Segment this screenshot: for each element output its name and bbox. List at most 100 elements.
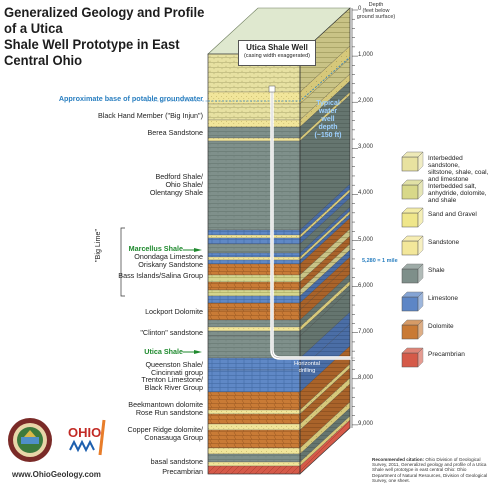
layer-front-shale [207, 243, 301, 254]
layer-front-lime [207, 229, 301, 236]
depth-header-3: ground surface) [356, 14, 396, 20]
typical-line-3: well [321, 116, 335, 123]
citation-bold: Recommended citation: [372, 457, 425, 462]
legend-label: Sandstone [428, 239, 460, 246]
layer-front-shale [207, 319, 301, 328]
typical-line-4: depth [318, 124, 338, 131]
legend [401, 151, 424, 368]
formation-bedford-3: Olentangy Shale [149, 188, 203, 197]
legend-swatch [401, 352, 419, 368]
well-note: (casing width exaggerated) [243, 53, 311, 59]
layer-front-dolo [207, 263, 301, 276]
layer-front-sand [207, 326, 301, 332]
citation: Recommended citation: Ohio Division of G… [372, 457, 490, 483]
layer-front-lime [207, 259, 301, 265]
layer-front-salt [207, 274, 301, 283]
ohio-rocks-logo: OHIO [68, 419, 106, 456]
layer-front-shale [207, 140, 301, 231]
title-line-2: Shale Well Prototype in East Central Ohi… [4, 36, 180, 68]
layer-front-dolo [207, 429, 301, 449]
formation-queenston-2: Cincinnati group [151, 368, 203, 377]
layer-front-salt [207, 289, 301, 297]
formation-lockport: Lockport Dolomite [145, 307, 203, 316]
formation-beekmantown-2: Rose Run sandstone [135, 408, 203, 417]
legend-swatch [401, 156, 419, 172]
depth-tick-label: 2,000 [358, 98, 374, 105]
typical-water-well-depth: Typical water well depth (~150 ft) [311, 100, 345, 140]
formation-copper-ridge-2: Conasauga Group [144, 433, 203, 442]
layer-front-dolo [207, 391, 301, 411]
layer-front-sand [207, 137, 301, 142]
formation-bass-islands: Bass Islands/Salina Group [118, 271, 203, 280]
layer-front-lime [207, 237, 301, 245]
groundwater-line [208, 56, 351, 102]
big-lime-label: "Big Lime" [93, 228, 102, 262]
typical-line-1: Typical [316, 100, 340, 107]
depth-tick-label: 4,000 [358, 190, 374, 197]
formation-marcellus: Marcellus Shale [128, 244, 183, 253]
formation-berea: Berea Sandstone [147, 128, 203, 137]
legend-label: Precambrian [428, 351, 465, 358]
well-label-box: Utica Shale Well (casing width exaggerat… [238, 40, 316, 66]
legend-label: Limestone [428, 295, 458, 302]
depth-tick-label: 6,000 [358, 282, 374, 289]
well-label: Utica Shale Well [246, 43, 308, 52]
legend-swatch [401, 240, 419, 256]
legend-swatch [401, 184, 419, 200]
layer-front-pre [207, 465, 301, 475]
legend-label: Interbedded salt, anhydride, dolomite, and… [428, 183, 487, 204]
formation-bedford-1: Bedford Shale/ [155, 172, 203, 181]
formation-clinton: "Clinton" sandstone [140, 328, 203, 337]
layer-front-inter [207, 103, 301, 121]
page-title: Generalized Geology and Profile of a Uti… [4, 4, 218, 68]
horizontal-line-2: drilling [298, 367, 316, 374]
layer-front-sand [207, 461, 301, 467]
layer-front-dolo [207, 413, 301, 425]
wellhead [268, 85, 276, 93]
legend-swatch-side [417, 179, 424, 200]
depth-tick-label: 9,000 [358, 420, 374, 427]
formation-trenton-2: Black River Group [144, 383, 203, 392]
formation-copper-ridge-1: Copper Ridge dolomite/ [127, 425, 203, 434]
layer-front-shale [207, 126, 301, 139]
layer-front-sand [207, 119, 301, 128]
website-link[interactable]: www.OhioGeology.com [12, 470, 101, 479]
layer-front-sand [207, 234, 301, 239]
formation-utica: Utica Shale [144, 347, 183, 356]
legend-swatch-side [417, 207, 424, 228]
legend-swatch-side [417, 347, 424, 368]
legend-swatch [401, 268, 419, 284]
marcellus-arrow [194, 248, 202, 252]
layer-front-sand [207, 256, 301, 261]
layer-front-sand [207, 91, 301, 105]
formation-precambrian: Precambrian [162, 467, 203, 476]
legend-swatch-side [417, 291, 424, 312]
well-casing-edge [271, 92, 355, 359]
depth-tick-label: 7,000 [358, 328, 374, 335]
layer-front-lime [207, 252, 301, 258]
formation-oriskany: Oriskany Sandstone [138, 260, 203, 269]
legend-swatch [401, 212, 419, 228]
title-line-1: Generalized Geology and Profile of a Uti… [4, 4, 205, 36]
groundwater-label: Approximate base of potable groundwater [58, 94, 203, 103]
layer-front-lime [207, 295, 301, 304]
depth-axis-header: Depth (feet below ground surface) [354, 2, 398, 20]
odnr-seal-logo [8, 418, 52, 462]
layer-front-dolo [207, 302, 301, 311]
legend-swatch-side [417, 151, 424, 172]
depth-axis [351, 8, 358, 428]
typical-line-5: (~150 ft) [314, 132, 342, 139]
legend-label: Sand and Gravel [428, 211, 477, 218]
legend-label: Interbedded sandstone, siltstone, shale, … [428, 155, 489, 183]
layer-front-dolo [207, 309, 301, 321]
depth-header-1: Depth [368, 2, 384, 8]
citation-text: Ohio Division of Geological Survey, 2011… [372, 457, 488, 483]
legend-label: Shale [428, 267, 445, 274]
mile-marker-label: 5,280 = 1 mile [362, 258, 398, 264]
depth-tick-label: 8,000 [358, 374, 374, 381]
layer-front-sand [207, 423, 301, 431]
depth-header-2: (feet below [362, 8, 390, 14]
formation-onondaga: Onondaga Limestone [134, 252, 203, 261]
formation-black-hand: Black Hand Member ("Big Injun") [98, 111, 203, 120]
